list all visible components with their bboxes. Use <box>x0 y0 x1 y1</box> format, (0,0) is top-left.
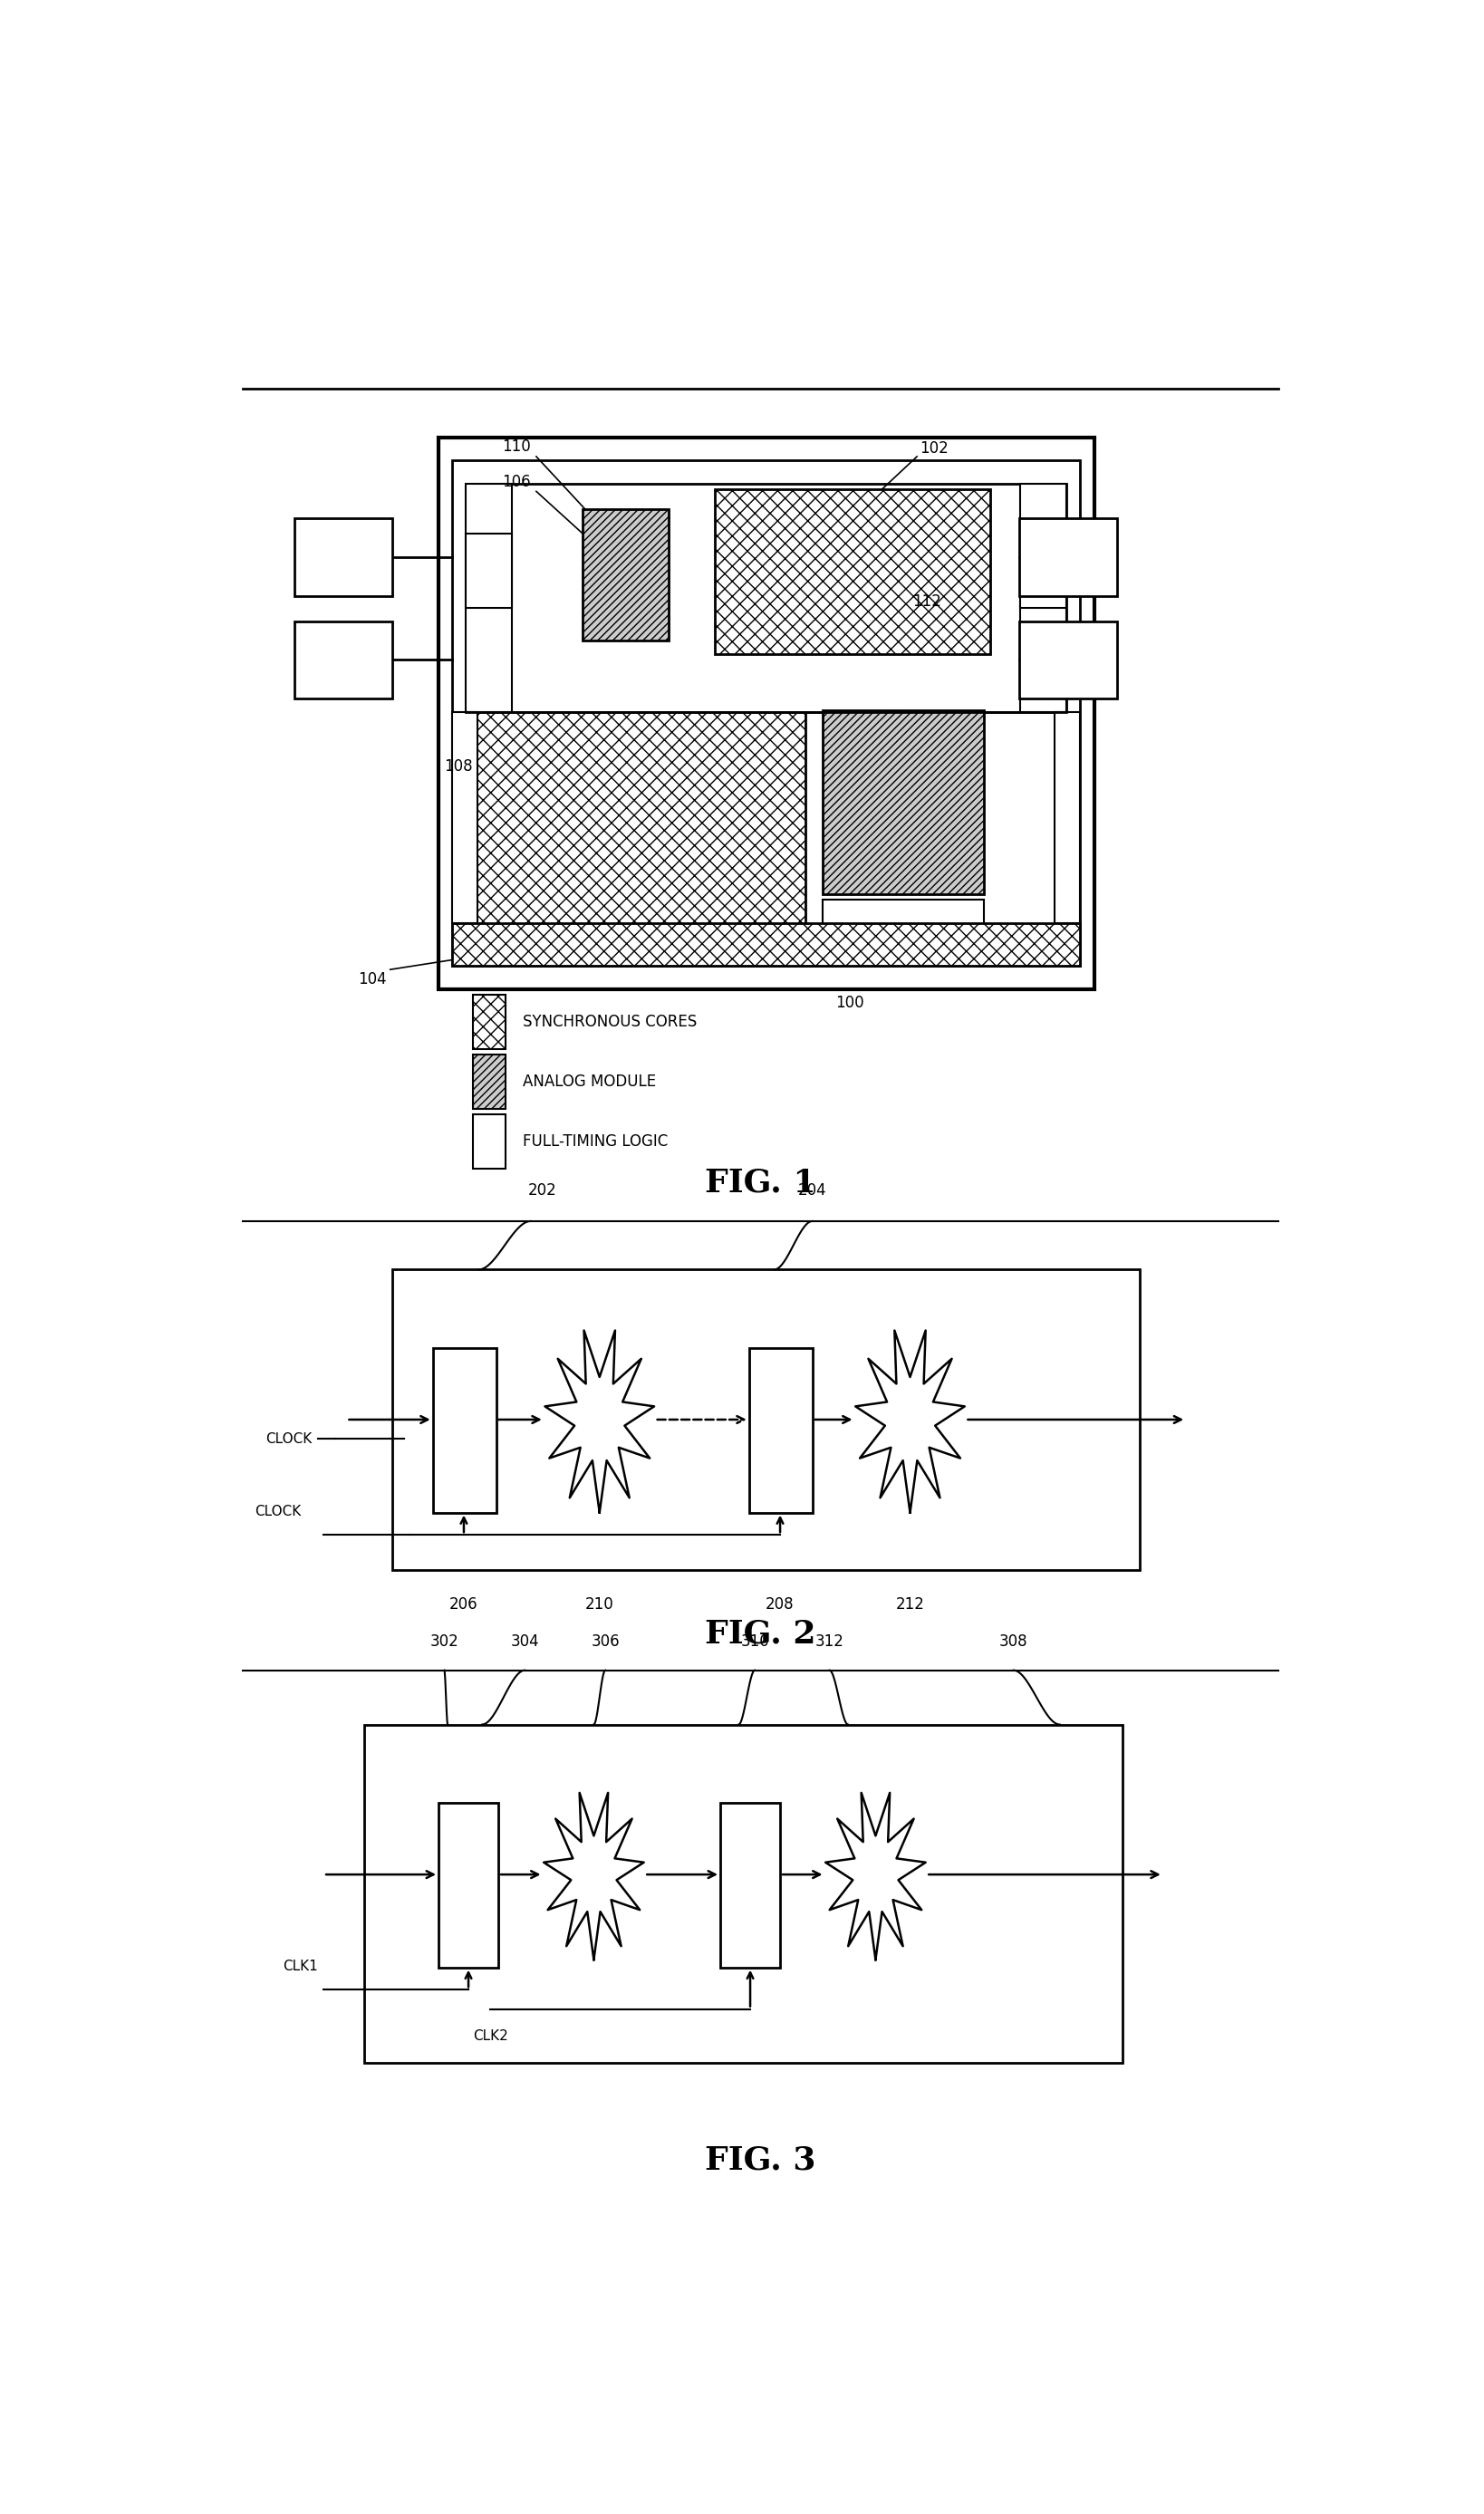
Text: 210: 210 <box>585 1596 614 1611</box>
Bar <box>439 1803 499 1968</box>
Text: 302: 302 <box>430 1634 459 1649</box>
Text: 104: 104 <box>358 970 387 988</box>
Text: CLK1: CLK1 <box>1051 551 1086 563</box>
Polygon shape <box>545 1330 654 1513</box>
Bar <box>1021 483 1067 711</box>
Polygon shape <box>543 1792 644 1961</box>
Text: 202: 202 <box>528 1182 556 1199</box>
Bar <box>822 709 984 895</box>
Bar <box>364 1725 1123 2064</box>
Bar <box>822 900 984 943</box>
Text: FIG. 3: FIG. 3 <box>705 2144 816 2175</box>
Text: CLK4: CLK4 <box>326 654 361 666</box>
Text: ANALOG MODULE: ANALOG MODULE <box>522 1073 656 1091</box>
Text: 306: 306 <box>591 1634 620 1649</box>
Text: 112: 112 <box>913 593 941 611</box>
Polygon shape <box>825 1792 926 1961</box>
Text: 304: 304 <box>510 1634 539 1649</box>
Bar <box>466 711 806 943</box>
Bar <box>582 508 668 641</box>
Text: CLK2: CLK2 <box>473 2029 508 2044</box>
Bar <box>466 483 512 711</box>
Bar <box>1021 533 1067 608</box>
Polygon shape <box>855 1330 965 1513</box>
Bar <box>453 460 1080 965</box>
Bar <box>749 1348 812 1513</box>
Bar <box>473 1114 505 1169</box>
Bar <box>439 437 1094 988</box>
Bar <box>1020 518 1117 596</box>
Text: 206: 206 <box>450 1596 478 1611</box>
Bar <box>473 996 505 1048</box>
Bar <box>1020 621 1117 699</box>
Bar <box>466 483 1067 711</box>
Text: CLK1: CLK1 <box>282 1958 318 1973</box>
Text: FIG. 1: FIG. 1 <box>705 1166 816 1197</box>
Bar <box>392 1270 1140 1569</box>
Text: 204: 204 <box>798 1182 827 1199</box>
Text: 108: 108 <box>444 759 473 774</box>
Text: CLOCK: CLOCK <box>254 1506 301 1518</box>
Text: CLK3: CLK3 <box>326 551 361 563</box>
Text: 102: 102 <box>919 440 948 458</box>
Text: 310: 310 <box>741 1634 769 1649</box>
Bar <box>715 490 991 654</box>
Text: CLOCK: CLOCK <box>266 1433 312 1446</box>
Text: SYNCHRONOUS CORES: SYNCHRONOUS CORES <box>522 1013 696 1031</box>
Bar <box>720 1803 781 1968</box>
Bar <box>466 533 512 608</box>
Text: FULL-TIMING LOGIC: FULL-TIMING LOGIC <box>522 1134 668 1149</box>
Bar <box>295 518 392 596</box>
Text: 110: 110 <box>502 440 531 455</box>
Text: FIG. 2: FIG. 2 <box>705 1619 816 1649</box>
Text: CLK2: CLK2 <box>1051 654 1086 666</box>
Text: 100: 100 <box>835 993 864 1011</box>
Text: 208: 208 <box>766 1596 794 1611</box>
Text: 212: 212 <box>896 1596 925 1611</box>
Bar <box>433 1348 496 1513</box>
Bar <box>1055 711 1080 923</box>
Text: 312: 312 <box>815 1634 844 1649</box>
Bar <box>295 621 392 699</box>
Text: 308: 308 <box>999 1634 1028 1649</box>
Bar <box>473 1056 505 1109</box>
Bar <box>453 923 1080 965</box>
Bar <box>453 711 478 923</box>
Text: 106: 106 <box>502 473 530 490</box>
